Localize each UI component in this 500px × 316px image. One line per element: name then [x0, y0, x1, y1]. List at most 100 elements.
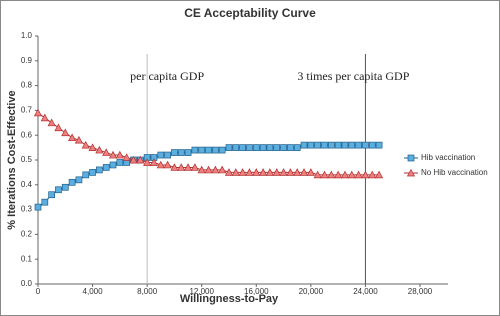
x-tick-label: 8,000	[137, 287, 158, 296]
x-tick-label: 4,000	[83, 287, 104, 296]
data-point	[300, 141, 308, 149]
y-tick-label: 0.2	[21, 230, 33, 239]
x-tick-label: 28,000	[408, 287, 433, 296]
data-point	[205, 146, 212, 154]
data-point	[374, 170, 384, 179]
data-point	[232, 144, 240, 151]
data-point	[149, 158, 159, 166]
data-point	[157, 151, 165, 159]
data-point	[171, 149, 178, 156]
data-point	[61, 128, 70, 137]
data-point	[183, 163, 193, 171]
data-point	[102, 164, 110, 171]
y-tick-label: 0.7	[21, 106, 33, 115]
data-point	[375, 141, 383, 149]
data-point	[354, 170, 363, 179]
data-point	[327, 170, 336, 179]
data-point	[68, 133, 77, 142]
data-point	[47, 118, 56, 127]
y-tick-label: 0.8	[21, 81, 33, 90]
data-point	[40, 113, 49, 122]
data-point	[95, 145, 104, 154]
data-point	[75, 176, 83, 184]
reference-label: per capita GDP	[130, 69, 204, 83]
data-point	[293, 168, 302, 176]
data-point	[334, 141, 342, 149]
data-point	[89, 169, 96, 176]
data-point	[33, 108, 43, 117]
data-point	[347, 170, 356, 179]
data-point	[61, 183, 69, 191]
data-point	[306, 168, 315, 176]
data-point	[88, 143, 97, 151]
legend-label: No Hib vaccination	[421, 168, 488, 177]
data-point	[238, 168, 247, 176]
y-tick-label: 0.3	[21, 205, 33, 214]
data-point	[74, 135, 84, 144]
data-point	[212, 146, 219, 154]
data-point	[246, 144, 253, 151]
data-point	[313, 170, 322, 179]
y-tick-label: 0.9	[21, 56, 33, 65]
data-point	[204, 165, 213, 174]
y-tick-label: 0.0	[21, 279, 33, 288]
data-point	[368, 141, 376, 149]
data-point	[361, 170, 370, 179]
data-point	[116, 159, 124, 166]
data-point	[273, 144, 281, 151]
data-point	[218, 165, 227, 174]
y-tick-label: 0.6	[21, 130, 33, 139]
data-point	[272, 168, 281, 176]
legend-marker	[406, 168, 416, 177]
data-point	[122, 153, 131, 161]
x-tick-label: 20,000	[299, 287, 324, 296]
x-tick-label: 24,000	[353, 287, 378, 296]
x-tick-label: 16,000	[244, 287, 269, 296]
data-point	[191, 146, 199, 154]
data-point	[54, 123, 63, 132]
data-point	[279, 168, 288, 176]
data-point	[266, 144, 274, 151]
data-point	[197, 165, 206, 174]
data-point	[355, 141, 362, 149]
data-point	[41, 198, 49, 206]
data-point	[34, 203, 42, 211]
data-point	[190, 163, 199, 171]
data-point	[96, 166, 103, 174]
data-point	[245, 168, 254, 176]
data-point	[252, 144, 260, 151]
x-axis-label: Willingness-to-Pay	[180, 293, 279, 305]
data-point	[81, 140, 90, 149]
data-point	[108, 150, 118, 159]
data-point	[239, 144, 246, 151]
data-point	[327, 141, 335, 149]
y-tick-label: 0.1	[21, 254, 33, 263]
data-point	[55, 186, 62, 194]
data-point	[287, 144, 294, 151]
data-point	[293, 144, 301, 151]
data-point	[265, 168, 275, 176]
data-point	[163, 160, 172, 169]
data-point	[320, 170, 329, 179]
data-point	[286, 168, 295, 176]
data-point	[177, 149, 185, 156]
data-point	[177, 163, 186, 171]
legend-marker	[407, 154, 415, 162]
data-point	[368, 170, 377, 179]
data-point	[218, 146, 226, 154]
data-point	[115, 150, 124, 159]
data-point	[102, 148, 111, 156]
data-point	[362, 141, 369, 149]
data-point	[129, 155, 138, 164]
data-point	[48, 191, 55, 199]
data-point	[68, 178, 76, 186]
reference-label: 3 times per capita GDP	[297, 69, 409, 83]
data-point	[314, 141, 322, 149]
data-point	[143, 158, 152, 166]
data-point	[307, 141, 315, 149]
y-tick-label: 0.4	[21, 180, 33, 189]
data-point	[82, 171, 90, 179]
data-point	[225, 144, 233, 151]
y-tick-label: 1.0	[21, 31, 33, 40]
